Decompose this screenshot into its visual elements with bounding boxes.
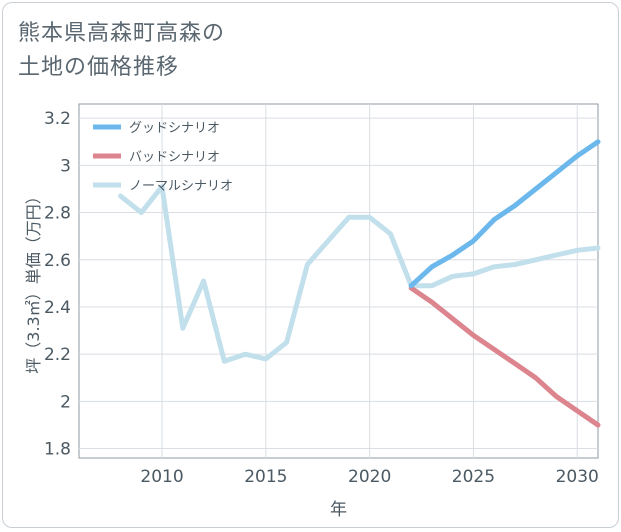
legend-label: グッドシナリオ [129, 121, 220, 136]
x-tick-label: 2010 [140, 467, 183, 487]
series-line-1 [408, 285, 601, 428]
x-tick-label: 2015 [244, 467, 287, 487]
chart-title: 熊本県高森町高森の 土地の価格推移 [18, 17, 225, 85]
y-tick-label: 2.8 [44, 204, 71, 224]
axis-labels: 1.8 2 2.2 2.4 2.6 2.8 3 3.2 2010 2015 2020 2025 2030… [24, 109, 599, 520]
y-tick-label: 1.8 [44, 440, 71, 460]
y-tick-label: 3.2 [44, 109, 71, 129]
y-tick-label: 3 [60, 156, 71, 176]
series-lines [118, 139, 601, 428]
x-tick-label: 2020 [348, 467, 391, 487]
legend-label: バッドシナリオ [129, 150, 220, 165]
y-tick-label: 2.4 [44, 298, 71, 318]
y-axis-label: 坪（3.3㎡）単価（万円） [24, 188, 43, 373]
title-line-1: 熊本県高森町高森の [18, 21, 226, 46]
plot-area [78, 103, 599, 459]
series-line-0 [408, 139, 601, 289]
line-chart: 1.8 2 2.2 2.4 2.6 2.8 3 3.2 2010 2015 2020 2025 2030… [24, 103, 601, 520]
y-tick-label: 2.2 [44, 345, 71, 365]
y-tick-label: 2 [60, 392, 71, 412]
x-tick-label: 2030 [556, 467, 599, 487]
title-line-2: 土地の価格推移 [18, 55, 180, 80]
legend-label: ノーマルシナリオ [129, 179, 233, 194]
series-line-2 [118, 184, 601, 364]
x-tick-label: 2025 [452, 467, 495, 487]
x-axis-label: 年 [330, 500, 347, 520]
grid [79, 104, 598, 458]
y-tick-label: 2.6 [44, 251, 71, 271]
